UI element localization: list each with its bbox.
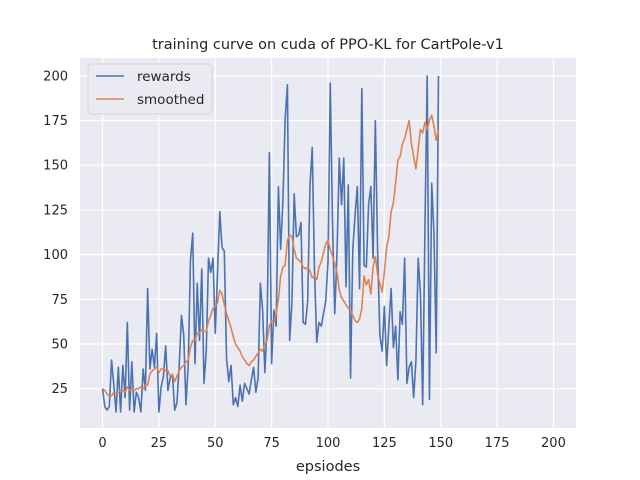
- x-tick-label: 0: [98, 436, 106, 451]
- series-line-smoothed: [102, 114, 440, 397]
- y-tick-label: 175: [43, 114, 68, 129]
- y-tick-label: 100: [43, 248, 68, 263]
- x-tick-label: 25: [151, 436, 168, 451]
- x-tick-label: 75: [263, 436, 280, 451]
- series-lines: [101, 75, 440, 413]
- x-axis-label: epsiodes: [296, 459, 360, 475]
- chart-title: training curve on cuda of PPO-KL for Car…: [152, 37, 504, 53]
- legend-label-smoothed: smoothed: [137, 92, 204, 108]
- series-line-rewards: [101, 75, 440, 413]
- legend: rewards smoothed: [87, 63, 213, 115]
- y-tick-label: 50: [51, 337, 68, 352]
- x-tick-label: 150: [428, 436, 453, 451]
- y-tick-label: 25: [51, 382, 68, 397]
- x-tick-label: 125: [372, 436, 397, 451]
- legend-label-rewards: rewards: [137, 69, 191, 85]
- y-tick-label: 75: [51, 293, 68, 308]
- x-tick-label: 50: [207, 436, 224, 451]
- x-tick-label: 200: [541, 436, 566, 451]
- y-tick-label: 150: [43, 159, 68, 174]
- y-tick-labels: 25 50 75 100 125 150 175 200: [43, 69, 68, 397]
- x-tick-labels: 0 25 50 75 100 125 150 175 200: [98, 436, 565, 451]
- y-tick-label: 125: [43, 203, 68, 218]
- x-tick-label: 100: [316, 436, 341, 451]
- y-tick-label: 200: [43, 69, 68, 84]
- x-tick-label: 175: [485, 436, 510, 451]
